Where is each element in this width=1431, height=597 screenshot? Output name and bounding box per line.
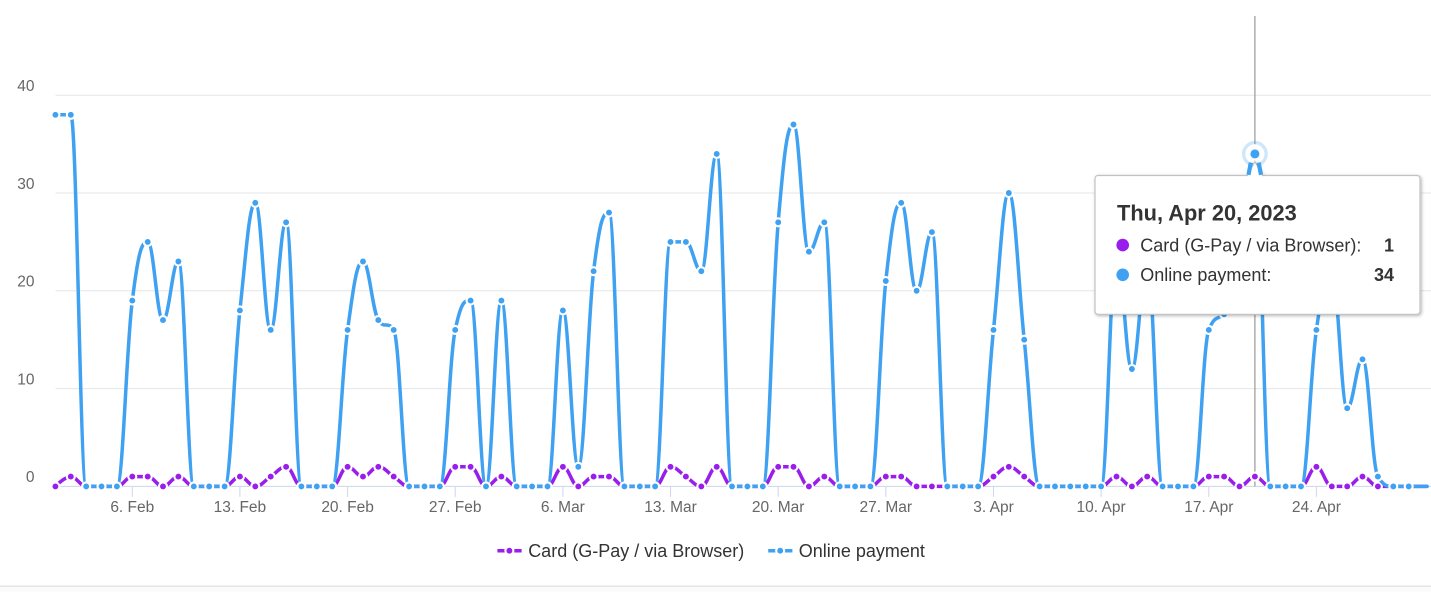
svg-text:17. Apr: 17. Apr [1184, 499, 1233, 516]
svg-text:13. Mar: 13. Mar [644, 499, 697, 516]
svg-text:34: 34 [1374, 265, 1394, 285]
svg-text:3. Apr: 3. Apr [973, 499, 1014, 516]
svg-text:27. Mar: 27. Mar [860, 499, 913, 516]
svg-text:40: 40 [17, 78, 35, 95]
svg-text:Online payment:: Online payment: [1140, 265, 1271, 285]
svg-text:6. Mar: 6. Mar [541, 499, 585, 516]
svg-text:0: 0 [26, 469, 35, 486]
svg-text:Thu, Apr 20, 2023: Thu, Apr 20, 2023 [1117, 201, 1297, 226]
svg-text:6. Feb: 6. Feb [110, 499, 154, 516]
svg-text:30: 30 [17, 176, 35, 193]
svg-text:24. Apr: 24. Apr [1292, 499, 1341, 516]
svg-text:10: 10 [17, 371, 35, 388]
svg-text:1: 1 [1384, 235, 1394, 255]
svg-text:20. Feb: 20. Feb [321, 499, 374, 516]
svg-text:20: 20 [17, 274, 35, 291]
svg-text:Online payment: Online payment [799, 541, 925, 561]
svg-text:10. Apr: 10. Apr [1077, 499, 1126, 516]
svg-text:Card (G-Pay / via Browser):: Card (G-Pay / via Browser): [1140, 235, 1361, 255]
svg-text:20. Mar: 20. Mar [752, 499, 805, 516]
svg-text:13. Feb: 13. Feb [214, 499, 267, 516]
svg-text:Card (G-Pay / via Browser): Card (G-Pay / via Browser) [528, 541, 744, 561]
svg-text:27. Feb: 27. Feb [429, 499, 482, 516]
